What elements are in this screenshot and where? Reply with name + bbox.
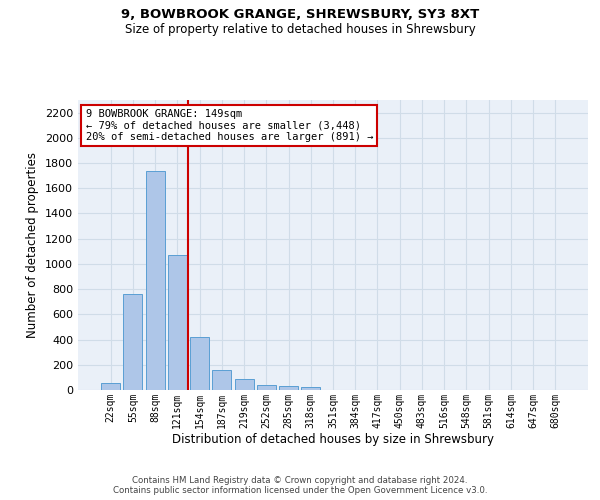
Bar bbox=[301, 388, 320, 390]
Bar bbox=[257, 385, 276, 390]
Text: Size of property relative to detached houses in Shrewsbury: Size of property relative to detached ho… bbox=[125, 22, 475, 36]
Bar bbox=[124, 294, 142, 390]
Text: Contains HM Land Registry data © Crown copyright and database right 2024.
Contai: Contains HM Land Registry data © Crown c… bbox=[113, 476, 487, 495]
Bar bbox=[190, 337, 209, 390]
Bar bbox=[101, 383, 120, 390]
Bar bbox=[146, 170, 164, 390]
Bar bbox=[212, 370, 231, 390]
Y-axis label: Number of detached properties: Number of detached properties bbox=[26, 152, 40, 338]
Bar bbox=[279, 386, 298, 390]
Bar bbox=[168, 255, 187, 390]
Text: Distribution of detached houses by size in Shrewsbury: Distribution of detached houses by size … bbox=[172, 432, 494, 446]
Bar bbox=[235, 380, 254, 390]
Text: 9, BOWBROOK GRANGE, SHREWSBURY, SY3 8XT: 9, BOWBROOK GRANGE, SHREWSBURY, SY3 8XT bbox=[121, 8, 479, 20]
Text: 9 BOWBROOK GRANGE: 149sqm
← 79% of detached houses are smaller (3,448)
20% of se: 9 BOWBROOK GRANGE: 149sqm ← 79% of detac… bbox=[86, 108, 373, 142]
